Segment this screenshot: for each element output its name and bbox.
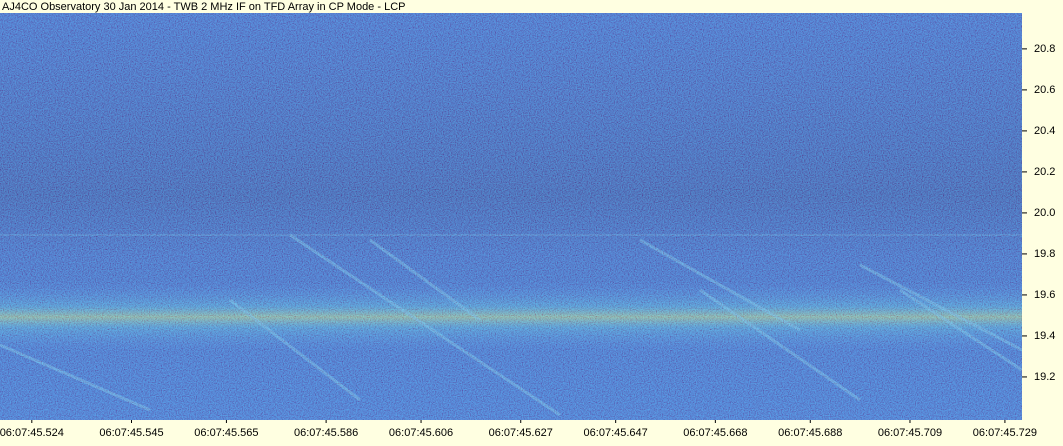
y-tick-label: 20.8 [1034, 43, 1055, 55]
x-tick-label: 06:07:45.524 [0, 427, 64, 439]
y-tick-label: 20.2 [1034, 166, 1055, 178]
chart-title: AJ4CO Observatory 30 Jan 2014 - TWB 2 MH… [2, 1, 405, 13]
spectrogram [0, 13, 1023, 420]
x-tick-label: 06:07:45.565 [194, 427, 258, 439]
y-tick-label: 20.0 [1034, 207, 1055, 219]
y-tick-label: 19.2 [1034, 371, 1055, 383]
y-tick-label: 20.4 [1034, 125, 1055, 137]
x-axis-panel [0, 420, 1063, 441]
y-axis-panel [1022, 13, 1063, 420]
y-tick-label: 19.4 [1034, 330, 1055, 342]
x-tick-label: 06:07:45.545 [99, 427, 163, 439]
y-tick-label: 19.6 [1034, 289, 1055, 301]
x-tick-label: 06:07:45.668 [683, 427, 747, 439]
x-tick-label: 06:07:45.729 [973, 427, 1037, 439]
title-bar [0, 0, 1063, 13]
y-tick-label: 20.6 [1034, 84, 1055, 96]
x-tick-label: 06:07:45.606 [389, 427, 453, 439]
noise-texture [0, 13, 1022, 420]
x-tick-label: 06:07:45.688 [778, 427, 842, 439]
x-tick-label: 06:07:45.647 [584, 427, 648, 439]
x-tick-label: 06:07:45.627 [489, 427, 553, 439]
y-tick-label: 19.8 [1034, 248, 1055, 260]
x-tick-label: 06:07:45.586 [294, 427, 358, 439]
x-tick-label: 06:07:45.709 [878, 427, 942, 439]
